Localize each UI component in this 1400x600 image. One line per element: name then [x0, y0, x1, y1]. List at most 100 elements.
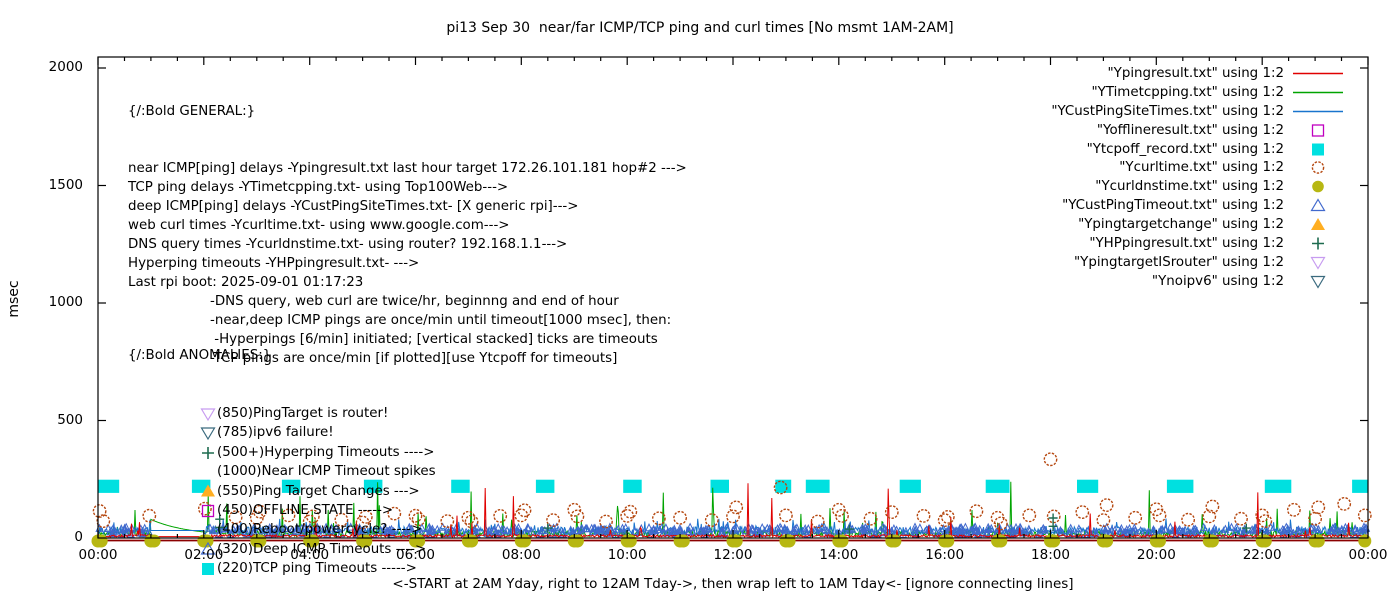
- anomalies-notes: {/:Bold ANOMALIES:} (850)PingTarget is r…: [128, 307, 436, 579]
- y-tick-label: 500: [57, 411, 83, 428]
- general-note-line: near ICMP[ping] delays -Ypingresult.txt …: [128, 161, 687, 176]
- plot-frame: [97, 56, 1369, 539]
- x-tick-label: 12:00: [713, 547, 753, 563]
- legend-sample: [1291, 217, 1345, 232]
- legend-item: "YCustPingSiteTimes.txt" using 1:2: [1051, 102, 1345, 121]
- anomaly-text: (320)Deep ICMP Timeouts ---->: [217, 541, 427, 557]
- general-note-line: web curl times -Ycurltime.txt- using www…: [128, 218, 510, 233]
- chart-title: pi13 Sep 30 near/far ICMP/TCP ping and c…: [446, 20, 954, 36]
- y-tick-label: 0: [74, 529, 83, 545]
- series-hyperping-plus: [215, 513, 1251, 534]
- legend-label: "Ytcpoff_record.txt" using 1:2: [1086, 141, 1284, 157]
- anomaly-item: (850)PingTarget is router!: [128, 404, 436, 423]
- general-note-line: TCP ping delays -YTimetcpping.txt- using…: [128, 180, 509, 195]
- anomaly-text: (550)Ping Target Changes --->: [217, 483, 420, 499]
- legend-item: "YpingtargetISrouter" using 1:2: [1051, 253, 1345, 272]
- legend-label: "Yofflineresult.txt" using 1:2: [1096, 122, 1284, 138]
- anomaly-item: (220)TCP ping Timeouts ----->: [128, 559, 436, 578]
- anomaly-item: (785)ipv6 failure!: [128, 423, 436, 442]
- series-tcpoff-blocks: [98, 479, 1368, 493]
- y-tick-label: 1000: [48, 294, 83, 310]
- general-note-subline: -DNS query, web curl are twice/hr, begin…: [210, 294, 619, 309]
- anomaly-text: (400)Reboot/powercycle? ---->: [217, 522, 423, 538]
- anomaly-item: (500+)Hyperping Timeouts ---->: [128, 443, 436, 462]
- legend-item: "YTimetcpping.txt" using 1:2: [1051, 83, 1345, 102]
- no-marker: [200, 522, 217, 538]
- square-open-icon: [1311, 123, 1325, 137]
- y-tick-label: 1500: [48, 176, 83, 193]
- legend-sample: [1291, 236, 1345, 251]
- legend-label: "Ycurldnstime.txt" using 1:2: [1095, 179, 1284, 195]
- triangle-down-open-icon: [1310, 256, 1326, 270]
- legend-label: "YTimetcpping.txt" using 1:2: [1091, 84, 1284, 100]
- triangle-down-open-icon: [200, 408, 216, 421]
- legend-item: "Ycurldnstime.txt" using 1:2: [1051, 177, 1345, 196]
- legend-item: "Ycurltime.txt" using 1:2: [1051, 158, 1345, 177]
- x-tick-label: 10:00: [607, 547, 647, 563]
- x-tick-label: 02:00: [184, 547, 224, 563]
- anomaly-marker: [200, 406, 217, 422]
- general-heading: {/:Bold GENERAL:}: [128, 104, 256, 119]
- no-marker: [200, 464, 217, 480]
- square-filled-icon: [1312, 143, 1324, 155]
- anomaly-text: (785)ipv6 failure!: [217, 425, 334, 441]
- legend-label: "Ypingresult.txt" using 1:2: [1107, 65, 1284, 81]
- x-tick-label: 04:00: [290, 547, 330, 563]
- line-icon: [1293, 72, 1343, 75]
- legend-item: "YCustPingTimeout.txt" using 1:2: [1051, 196, 1345, 215]
- general-note-subline: -TCP pings are once/min [if plotted][use…: [210, 351, 618, 366]
- anomaly-item: (320)Deep ICMP Timeouts ---->: [128, 540, 436, 559]
- anomaly-marker: [200, 541, 217, 557]
- y-tick-label: 2000: [48, 59, 83, 75]
- legend-label: "YCustPingSiteTimes.txt" using 1:2: [1051, 103, 1284, 119]
- anomaly-text: (220)TCP ping Timeouts ----->: [217, 561, 417, 577]
- legend-sample: [1291, 198, 1345, 213]
- anomaly-marker: [200, 483, 217, 499]
- legend-label: "Ypingtargetchange" using 1:2: [1078, 217, 1284, 233]
- legend-label: "YHPpingresult.txt" using 1:2: [1089, 235, 1284, 251]
- legend-item: "Yofflineresult.txt" using 1:2: [1051, 121, 1345, 140]
- general-note-line: deep ICMP[ping] delays -YCustPingSiteTim…: [128, 199, 579, 214]
- legend-label: "Ycurltime.txt" using 1:2: [1119, 160, 1284, 176]
- legend-sample: [1291, 142, 1345, 157]
- legend-sample: [1291, 255, 1345, 270]
- x-tick-label: 22:00: [1242, 547, 1282, 563]
- anomaly-item: (550)Ping Target Changes --->: [128, 482, 436, 501]
- square-filled-icon: [202, 562, 214, 575]
- legend-sample: [1291, 85, 1345, 100]
- anomaly-item: (1000)Near ICMP Timeout spikes: [128, 462, 436, 481]
- anomaly-marker: [200, 425, 217, 441]
- x-tick-label: 08:00: [501, 547, 541, 563]
- legend-sample: [1291, 274, 1345, 289]
- general-note-line: Last rpi boot: 2025-09-01 01:17:23: [128, 275, 364, 290]
- x-axis-label: <-START at 2AM Yday, right to 12AM Tday-…: [392, 576, 1074, 592]
- anomaly-marker: [200, 445, 217, 461]
- anomaly-item: (400)Reboot/powercycle? ---->: [128, 520, 436, 539]
- y-axis-label: msec: [6, 280, 22, 318]
- plus-icon: [1312, 237, 1324, 250]
- anomaly-marker: [200, 561, 217, 577]
- anomaly-text: (850)PingTarget is router!: [217, 406, 389, 422]
- legend-sample: [1291, 123, 1345, 138]
- anomaly-item: (450)OFFLINE STATE ----->: [128, 501, 436, 520]
- legend-label: "YpingtargetISrouter" using 1:2: [1074, 254, 1284, 270]
- legend-label: "YCustPingTimeout.txt" using 1:2: [1062, 198, 1284, 214]
- legend-sample: [1291, 160, 1345, 175]
- x-tick-label: 00:00: [1348, 547, 1388, 563]
- triangle-up-filled-icon: [201, 484, 215, 497]
- line-icon: [1293, 110, 1343, 113]
- triangle-up-open-icon: [200, 542, 216, 556]
- x-tick-label: 18:00: [1031, 547, 1070, 563]
- legend-label: "Ynoipv6" using 1:2: [1151, 273, 1284, 289]
- anomaly-text: (1000)Near ICMP Timeout spikes: [217, 464, 436, 480]
- line-icon: [1293, 91, 1343, 94]
- legend-sample: [1291, 104, 1345, 119]
- general-note-line: Hyperping timeouts -YHPpingresult.txt- -…: [128, 256, 420, 271]
- x-tick-label: 00:00: [78, 547, 118, 563]
- general-note-subline: -near,deep ICMP pings are once/min until…: [210, 313, 672, 328]
- legend-sample: [1291, 179, 1345, 194]
- legend-item: "Ypingtargetchange" using 1:2: [1051, 215, 1345, 234]
- plus-icon: [202, 446, 214, 459]
